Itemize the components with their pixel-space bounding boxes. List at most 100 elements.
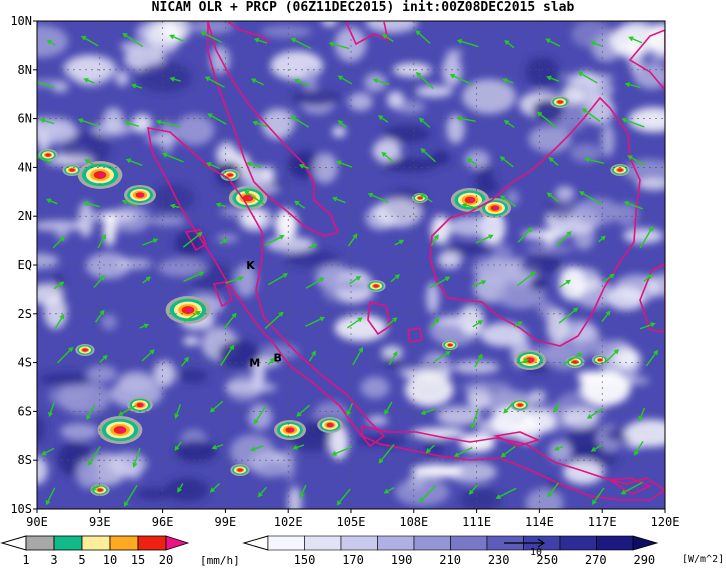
wind-vector [352, 346, 363, 366]
olr-legend-label: 210 [439, 553, 461, 567]
wind-vector [639, 225, 654, 249]
wind-vectors [37, 30, 659, 507]
wind-vector [53, 281, 65, 290]
wind-vector [48, 402, 55, 418]
wind-vector [39, 118, 55, 125]
lat-label: EQ [18, 258, 32, 272]
wind-vector [244, 190, 265, 206]
wind-vector [474, 353, 483, 368]
wind-vector [45, 198, 58, 205]
lon-label: 105E [337, 515, 366, 529]
wind-vector [209, 482, 221, 493]
wind-vector [468, 484, 478, 495]
wind-vector [211, 444, 224, 450]
wind-vector [219, 238, 229, 245]
wind-vector [257, 486, 267, 498]
wind-vector [37, 79, 55, 89]
wind-vector [645, 349, 659, 367]
wind-vector [155, 119, 181, 128]
wind-vector [86, 404, 96, 421]
wind-vector [182, 231, 203, 248]
wind-vector [562, 352, 583, 366]
coastline-bali [607, 477, 653, 495]
wind-vector [502, 78, 514, 84]
wind-vector [381, 33, 394, 43]
lon-label: 111E [462, 515, 491, 529]
wind-vector [591, 487, 605, 505]
wind-vector [495, 487, 517, 499]
wind-vector [604, 348, 620, 364]
wind-vector [293, 78, 310, 86]
wind-vector [584, 157, 605, 164]
wind-vector [367, 192, 389, 203]
wind-vector [204, 76, 225, 88]
wind-vector [37, 154, 52, 164]
wind-vector [456, 115, 476, 123]
wind-vector [553, 403, 561, 413]
wind-vector [337, 75, 353, 85]
olr-legend-label: 270 [585, 553, 607, 567]
wind-vector [308, 243, 318, 249]
wind-vector [628, 36, 643, 44]
wind-vector [499, 156, 514, 168]
lon-label: 90E [26, 515, 48, 529]
wind-vector [84, 159, 96, 167]
wind-vector [470, 408, 479, 429]
wind-vector [547, 482, 560, 498]
lon-label: 102E [274, 515, 303, 529]
lon-label: 114E [525, 515, 554, 529]
wind-vector [394, 239, 405, 246]
wind-vector [139, 323, 150, 329]
wind-vector [207, 113, 227, 125]
wind-vector [638, 407, 646, 422]
wind-vector [161, 152, 184, 163]
wind-vector [209, 400, 224, 413]
lon-label: 108E [399, 515, 428, 529]
wind-vector [553, 445, 564, 451]
wind-vector [169, 76, 181, 82]
wind-vector [425, 444, 435, 454]
wind-vector [420, 408, 436, 415]
prcp-legend-label: 1 [22, 553, 29, 567]
wind-vector [177, 483, 184, 493]
wind-vector [472, 280, 487, 288]
wind-vector [225, 276, 244, 284]
wind-vector [56, 346, 74, 364]
wind-vector [621, 117, 645, 128]
wind-vector [290, 38, 312, 50]
wind-vector [453, 446, 473, 457]
lat-label: 8N [18, 63, 32, 77]
wind-vector [220, 344, 235, 366]
wind-vector [337, 120, 348, 128]
wind-vector [386, 317, 398, 327]
wind-vector [93, 275, 105, 289]
wind-vector [87, 446, 101, 467]
wind-vector [249, 445, 264, 452]
wind-vector [623, 200, 643, 210]
wind-vector [430, 317, 440, 328]
wind-vector [378, 443, 395, 464]
lat-label: 8S [18, 453, 32, 467]
wind-vector [415, 71, 434, 90]
prcp-legend-label: 10 [103, 553, 117, 567]
lat-label: 10S [10, 502, 32, 516]
lat-label: 2N [18, 209, 32, 223]
wind-vector [434, 350, 451, 362]
wind-vector [174, 441, 182, 451]
wind-vector [513, 321, 523, 328]
coastlines [147, 21, 665, 501]
coastline-java [361, 424, 665, 501]
wind-vector [381, 151, 394, 162]
wind-vector [122, 32, 144, 48]
wind-vector [346, 317, 363, 329]
wind-vector [545, 38, 561, 47]
wind-vector [308, 350, 316, 362]
wind-vector [500, 445, 516, 458]
wind-vector [169, 203, 180, 209]
wind-vector [388, 351, 398, 366]
wind-vector [46, 39, 56, 46]
wind-vector [253, 37, 268, 44]
wind-vector [546, 75, 560, 82]
coastline-borneo [429, 96, 641, 347]
